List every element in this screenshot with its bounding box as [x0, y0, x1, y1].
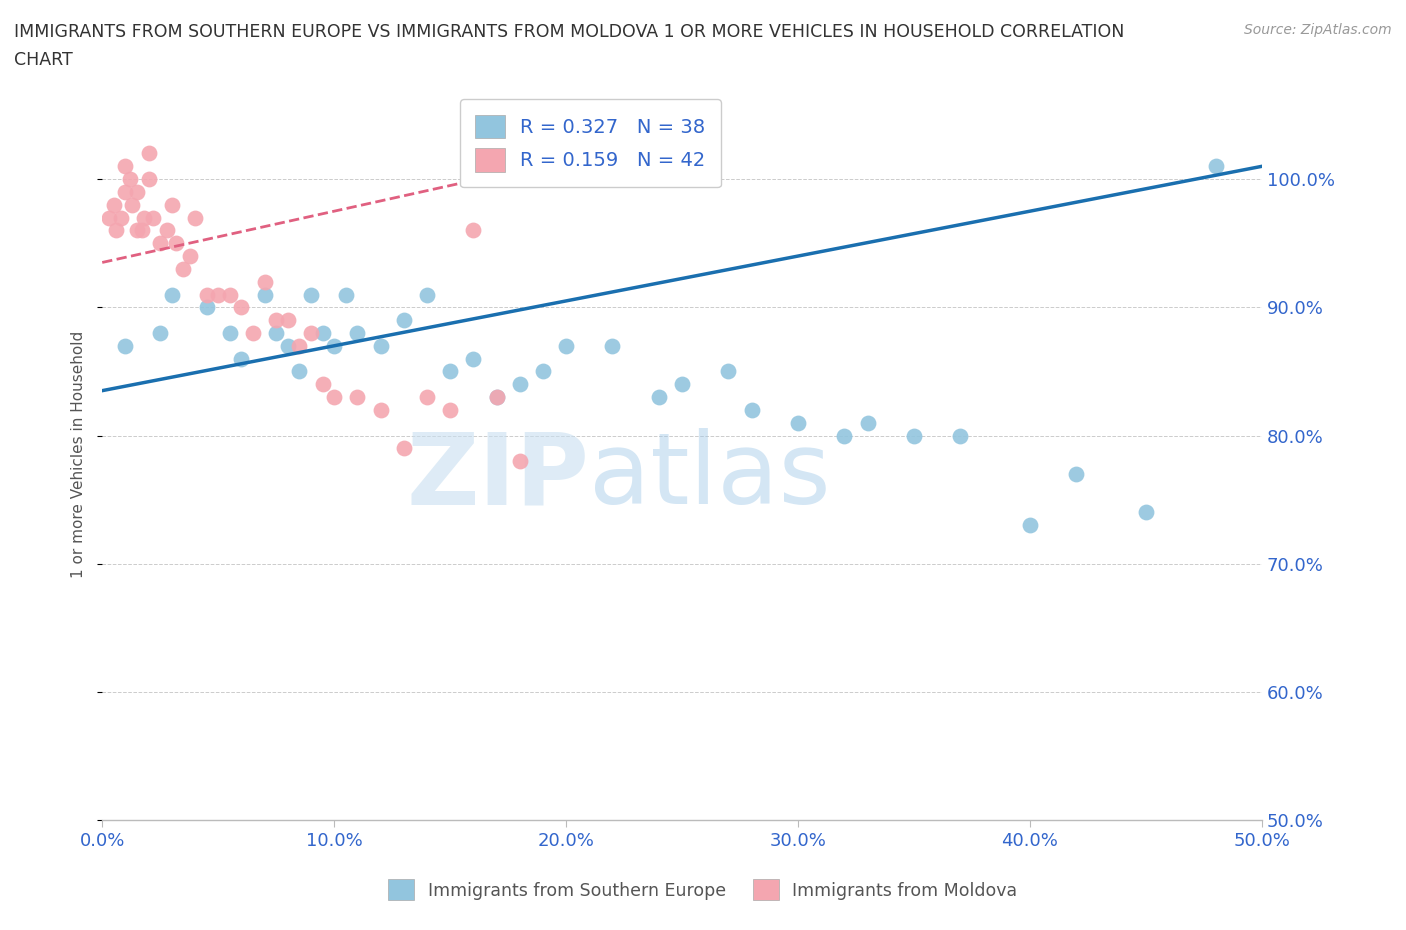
- Legend: Immigrants from Southern Europe, Immigrants from Moldova: Immigrants from Southern Europe, Immigra…: [381, 872, 1025, 908]
- Point: [439, 403, 461, 418]
- Point: [118, 172, 141, 187]
- Point: [149, 236, 172, 251]
- Point: [903, 428, 925, 443]
- Point: [1205, 159, 1227, 174]
- Point: [142, 210, 165, 225]
- Point: [160, 197, 183, 212]
- Point: [114, 339, 136, 353]
- Point: [277, 312, 299, 327]
- Point: [416, 390, 439, 405]
- Text: atlas: atlas: [589, 428, 831, 525]
- Point: [717, 364, 740, 379]
- Point: [311, 326, 333, 340]
- Point: [671, 377, 693, 392]
- Point: [253, 287, 276, 302]
- Point: [463, 223, 485, 238]
- Point: [1135, 505, 1157, 520]
- Point: [392, 312, 415, 327]
- Point: [509, 377, 531, 392]
- Point: [299, 287, 322, 302]
- Point: [172, 261, 194, 276]
- Point: [231, 352, 253, 366]
- Point: [264, 326, 287, 340]
- Point: [485, 390, 508, 405]
- Point: [392, 441, 415, 456]
- Point: [288, 339, 311, 353]
- Point: [184, 210, 207, 225]
- Text: ZIP: ZIP: [406, 428, 589, 525]
- Point: [231, 299, 253, 314]
- Point: [463, 352, 485, 366]
- Point: [416, 287, 439, 302]
- Text: CHART: CHART: [14, 51, 73, 69]
- Point: [98, 210, 121, 225]
- Point: [602, 339, 624, 353]
- Point: [132, 210, 155, 225]
- Point: [648, 390, 671, 405]
- Point: [160, 287, 183, 302]
- Point: [1019, 518, 1042, 533]
- Point: [138, 146, 160, 161]
- Point: [277, 339, 299, 353]
- Point: [856, 416, 879, 431]
- Point: [125, 223, 148, 238]
- Point: [741, 403, 763, 418]
- Point: [346, 326, 368, 340]
- Point: [299, 326, 322, 340]
- Point: [110, 210, 132, 225]
- Point: [131, 223, 153, 238]
- Point: [253, 274, 276, 289]
- Point: [149, 326, 172, 340]
- Point: [114, 184, 136, 199]
- Point: [531, 364, 554, 379]
- Point: [105, 223, 128, 238]
- Point: [555, 339, 578, 353]
- Point: [323, 390, 346, 405]
- Point: [311, 377, 333, 392]
- Point: [1066, 467, 1088, 482]
- Point: [121, 197, 143, 212]
- Y-axis label: 1 or more Vehicles in Household: 1 or more Vehicles in Household: [72, 331, 86, 578]
- Point: [370, 403, 392, 418]
- Point: [346, 390, 368, 405]
- Point: [787, 416, 810, 431]
- Point: [195, 299, 218, 314]
- Point: [949, 428, 972, 443]
- Point: [195, 287, 218, 302]
- Point: [370, 339, 392, 353]
- Point: [103, 197, 125, 212]
- Point: [485, 390, 508, 405]
- Point: [125, 184, 148, 199]
- Point: [439, 364, 461, 379]
- Text: Source: ZipAtlas.com: Source: ZipAtlas.com: [1244, 23, 1392, 37]
- Point: [323, 339, 346, 353]
- Point: [179, 248, 201, 263]
- Point: [165, 236, 187, 251]
- Point: [218, 287, 240, 302]
- Point: [114, 159, 136, 174]
- Legend: R = 0.327   N = 38, R = 0.159   N = 42: R = 0.327 N = 38, R = 0.159 N = 42: [460, 100, 721, 188]
- Point: [207, 287, 229, 302]
- Point: [242, 326, 264, 340]
- Point: [834, 428, 856, 443]
- Point: [264, 312, 287, 327]
- Point: [138, 172, 160, 187]
- Point: [335, 287, 357, 302]
- Point: [509, 454, 531, 469]
- Point: [156, 223, 179, 238]
- Text: IMMIGRANTS FROM SOUTHERN EUROPE VS IMMIGRANTS FROM MOLDOVA 1 OR MORE VEHICLES IN: IMMIGRANTS FROM SOUTHERN EUROPE VS IMMIG…: [14, 23, 1125, 41]
- Point: [218, 326, 240, 340]
- Point: [288, 364, 311, 379]
